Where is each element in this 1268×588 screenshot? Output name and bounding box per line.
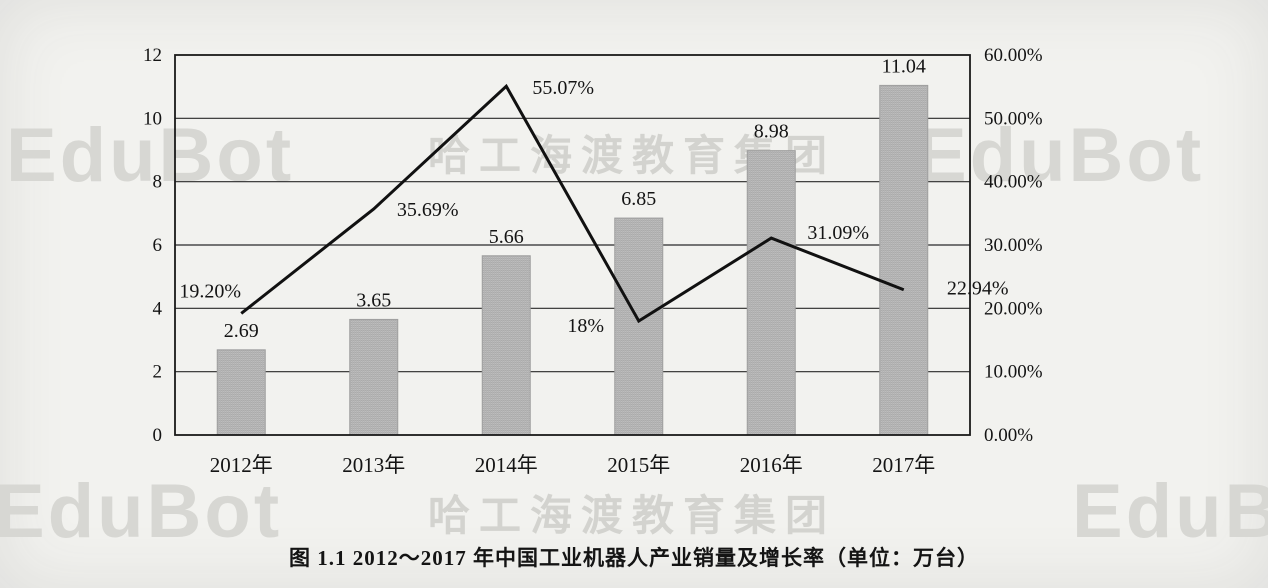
x-axis-label: 2013年: [342, 453, 405, 477]
bar-value-label: 11.04: [882, 55, 926, 77]
growth-rate-label: 22.94%: [947, 278, 1009, 300]
left-axis-tick: 2: [153, 362, 163, 383]
left-axis-tick: 10: [143, 108, 162, 129]
bar-2017年: [879, 84, 929, 436]
bar-value-label: 6.85: [621, 188, 656, 210]
growth-rate-label: 18%: [567, 315, 604, 337]
right-axis-tick: 40.00%: [984, 172, 1043, 193]
growth-rate-label: 31.09%: [807, 222, 869, 244]
left-axis-tick: 6: [153, 235, 163, 256]
growth-rate-label: 55.07%: [532, 77, 594, 99]
right-axis-tick: 10.00%: [984, 362, 1043, 383]
left-axis-tick: 8: [153, 172, 163, 193]
left-axis-tick: 0: [153, 425, 163, 446]
gridlines: [175, 117, 970, 373]
bar-value-label: 8.98: [754, 121, 789, 143]
growth-rate-line: [240, 83, 905, 324]
bar-2015年: [614, 217, 664, 436]
x-axis-label: 2017年: [872, 453, 935, 477]
x-axis-label: 2012年: [210, 453, 273, 477]
bar-value-label: 3.65: [356, 289, 391, 311]
growth-rate-label: 19.20%: [179, 280, 241, 302]
growth-rate-label: 35.69%: [397, 199, 459, 221]
x-axis-label: 2016年: [740, 453, 803, 477]
x-axis-label: 2015年: [607, 453, 670, 477]
bar-2014年: [481, 255, 531, 436]
bar-value-label: 2.69: [224, 320, 259, 342]
sales-growth-combo-chart: 2.69 3.65 5.66 6.85 8.98 11.04 19.20% 35.69% 55.…: [143, 45, 1043, 477]
left-axis-tick: 4: [153, 298, 163, 319]
right-axis-tick: 20.00%: [984, 298, 1043, 319]
right-axis-tick: 60.00%: [984, 45, 1043, 66]
right-axis-tick: 50.00%: [984, 108, 1043, 129]
left-axis-tick: 12: [143, 45, 162, 66]
plot-border: [174, 54, 971, 436]
x-axis-label: 2014年: [475, 453, 538, 477]
right-axis-tick: 30.00%: [984, 235, 1043, 256]
bar-value-label: 5.66: [489, 226, 524, 248]
chart-caption: 图 1.1 2012～2017 年中国工业机器人产业销量及增长率（单位：万台）: [289, 546, 979, 570]
sales-bars: 2.69 3.65 5.66 6.85 8.98 11.04: [216, 55, 929, 436]
right-axis-tick: 0.00%: [984, 425, 1033, 446]
bar-2013年: [349, 318, 399, 436]
bar-2012年: [216, 349, 266, 436]
bar-2016年: [746, 150, 796, 436]
